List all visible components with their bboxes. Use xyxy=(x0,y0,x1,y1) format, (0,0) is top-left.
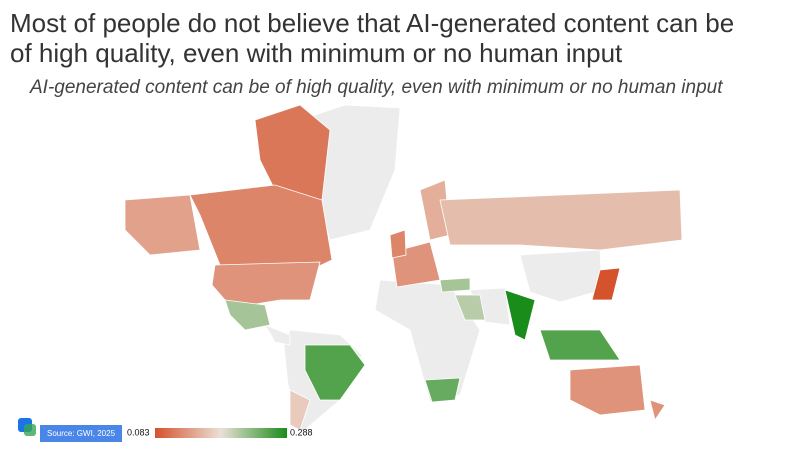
region xyxy=(289,389,311,431)
region xyxy=(439,277,471,293)
title-line: of high quality, even with minimum or no… xyxy=(10,38,623,68)
region xyxy=(504,289,536,341)
region xyxy=(304,344,366,401)
region xyxy=(519,249,603,303)
legend-max: 0.288 xyxy=(290,427,313,437)
region xyxy=(569,364,646,416)
region xyxy=(124,194,201,256)
region xyxy=(454,294,486,321)
regions xyxy=(124,104,683,431)
subtitle: AI-generated content can be of high qual… xyxy=(29,77,723,98)
logo-icon xyxy=(24,424,36,436)
region xyxy=(389,229,407,259)
logo xyxy=(18,418,36,436)
region xyxy=(264,324,291,346)
region xyxy=(539,329,621,361)
region xyxy=(224,299,271,331)
region xyxy=(424,377,461,403)
legend-min: 0.083 xyxy=(127,427,150,437)
source-box xyxy=(40,425,122,442)
region xyxy=(649,399,666,421)
region xyxy=(189,184,333,276)
region xyxy=(211,261,321,306)
region xyxy=(591,267,621,301)
title-line: Most of people do not believe that AI-ge… xyxy=(10,8,734,38)
legend-bar xyxy=(155,428,287,438)
source: Source: GWI, 2025 xyxy=(47,429,116,438)
region xyxy=(439,189,683,251)
